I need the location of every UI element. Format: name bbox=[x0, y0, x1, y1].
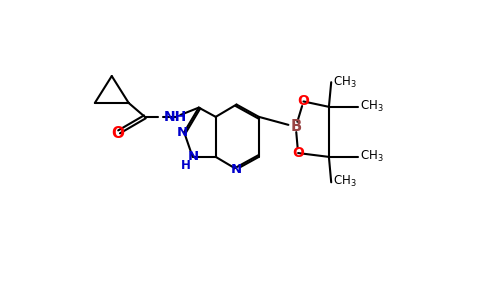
Text: N: N bbox=[231, 163, 242, 176]
Text: N: N bbox=[188, 150, 199, 163]
Text: NH: NH bbox=[164, 110, 187, 124]
Text: CH$_3$: CH$_3$ bbox=[360, 149, 383, 164]
Text: O: O bbox=[111, 125, 124, 140]
Text: N: N bbox=[176, 126, 187, 139]
Text: O: O bbox=[292, 146, 304, 160]
Text: H: H bbox=[181, 159, 191, 172]
Text: B: B bbox=[290, 119, 302, 134]
Text: CH$_3$: CH$_3$ bbox=[333, 75, 356, 90]
Text: CH$_3$: CH$_3$ bbox=[333, 174, 356, 189]
Text: O: O bbox=[298, 94, 309, 108]
Text: CH$_3$: CH$_3$ bbox=[360, 99, 383, 114]
